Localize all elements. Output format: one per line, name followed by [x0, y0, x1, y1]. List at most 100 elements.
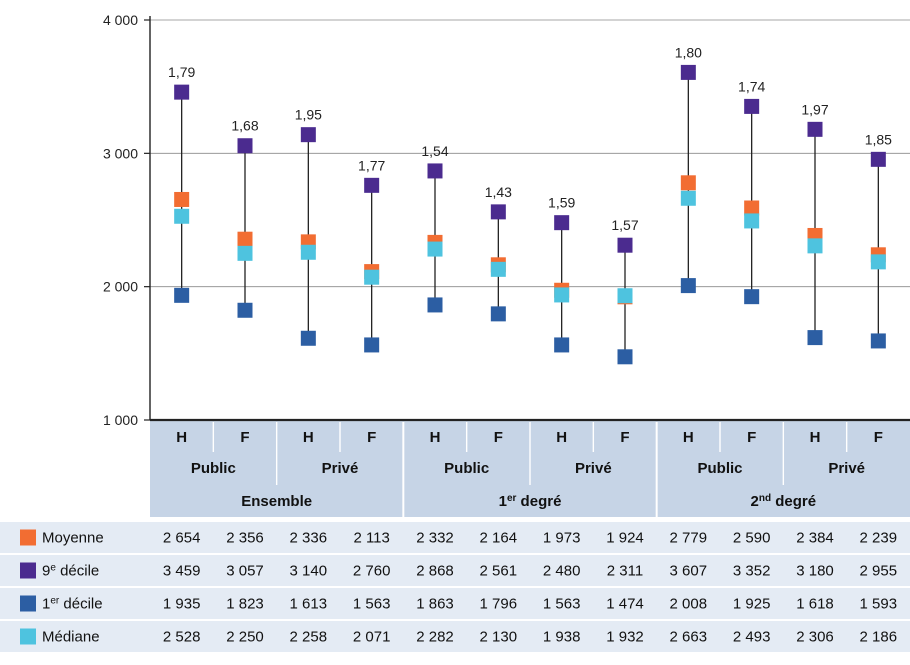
- point-moyenne: [680, 175, 696, 191]
- table-cell: 2 779: [670, 530, 708, 547]
- table-cell: 1 938: [543, 629, 581, 646]
- table-cell: 2 008: [670, 596, 708, 613]
- point-1er-decile: [617, 349, 633, 365]
- ratio-label: 1,80: [675, 44, 702, 60]
- table-cell: 1 796: [480, 596, 518, 613]
- table-row: [0, 522, 910, 553]
- table-cell: 1 474: [606, 596, 644, 613]
- table-cell: 2 868: [416, 563, 454, 580]
- table-cell: 2 306: [796, 629, 834, 646]
- table-row-label: 1er décile: [42, 596, 103, 613]
- y-tick-label: 1 000: [103, 412, 138, 428]
- table-cell: 2 480: [543, 563, 581, 580]
- table-cell: 1 563: [353, 596, 391, 613]
- table-cell: 2 186: [860, 629, 898, 646]
- point-mediane: [490, 261, 506, 277]
- table-cell: 1 563: [543, 596, 581, 613]
- point-1er-decile: [427, 297, 443, 313]
- point-mediane: [300, 244, 316, 260]
- table-cell: 2 239: [860, 530, 898, 547]
- legend-swatch: [20, 628, 36, 645]
- y-tick-label: 3 000: [103, 145, 138, 161]
- column-header-sex: H: [176, 429, 187, 446]
- ratio-label: 1,85: [865, 131, 892, 147]
- column-header-sex: H: [556, 429, 567, 446]
- column-header-sex: F: [240, 429, 249, 446]
- table-cell: 1 618: [796, 596, 834, 613]
- point-1er-decile: [174, 287, 190, 303]
- table-cell: 1 613: [290, 596, 328, 613]
- table-cell: 2 590: [733, 530, 771, 547]
- column-header-sex: H: [430, 429, 441, 446]
- table-cell: 2 356: [226, 530, 264, 547]
- column-header-sex: F: [874, 429, 883, 446]
- legend-swatch: [20, 529, 36, 546]
- point-9e-decile: [554, 215, 570, 231]
- point-9e-decile: [680, 64, 696, 80]
- point-mediane: [554, 287, 570, 303]
- ratio-label: 1,59: [548, 195, 575, 211]
- column-header-group: 2nd degré: [751, 493, 817, 510]
- table-cell: 2 130: [480, 629, 518, 646]
- point-1er-decile: [744, 289, 760, 305]
- point-9e-decile: [744, 98, 760, 114]
- point-9e-decile: [364, 177, 380, 193]
- ratio-label: 1,79: [168, 64, 195, 80]
- point-9e-decile: [490, 204, 506, 220]
- column-header-group: Ensemble: [241, 493, 312, 510]
- point-mediane: [364, 269, 380, 285]
- table-cell: 1 863: [416, 596, 454, 613]
- table-cell: 2 561: [480, 563, 518, 580]
- point-mediane: [237, 245, 253, 261]
- column-header-sector: Privé: [575, 460, 612, 477]
- table-cell: 2 654: [163, 530, 201, 547]
- point-9e-decile: [427, 163, 443, 179]
- table-cell: 3 180: [796, 563, 834, 580]
- point-1er-decile: [364, 337, 380, 353]
- table-row-label: 9e décile: [42, 563, 99, 580]
- ratio-label: 1,43: [485, 184, 512, 200]
- table-cell: 2 071: [353, 629, 391, 646]
- table-cell: 1 823: [226, 596, 264, 613]
- point-9e-decile: [300, 127, 316, 143]
- y-tick-label: 2 000: [103, 279, 138, 295]
- point-mediane: [174, 208, 190, 224]
- point-mediane: [870, 254, 886, 270]
- column-header-group: 1er degré: [499, 493, 562, 510]
- column-header-sector: Privé: [322, 460, 359, 477]
- table-row-label: Médiane: [42, 629, 100, 646]
- table-cell: 3 607: [670, 563, 708, 580]
- point-9e-decile: [617, 237, 633, 253]
- point-1er-decile: [870, 333, 886, 349]
- table-cell: 1 924: [606, 530, 644, 547]
- point-9e-decile: [237, 138, 253, 154]
- table-cell: 1 925: [733, 596, 771, 613]
- column-header-sex: H: [810, 429, 821, 446]
- column-header-sex: F: [747, 429, 756, 446]
- column-header-sector: Privé: [828, 460, 865, 477]
- table-row: [0, 621, 910, 652]
- point-1er-decile: [554, 337, 570, 353]
- ratio-label: 1,57: [611, 217, 638, 233]
- point-1er-decile: [807, 330, 823, 346]
- column-header-sector: Public: [444, 460, 489, 477]
- point-mediane: [744, 213, 760, 229]
- point-9e-decile: [807, 121, 823, 137]
- column-header-sex: F: [494, 429, 503, 446]
- table-cell: 2 493: [733, 629, 771, 646]
- table-cell: 1 935: [163, 596, 201, 613]
- point-1er-decile: [490, 306, 506, 322]
- column-header-sector: Public: [697, 460, 742, 477]
- point-1er-decile: [237, 302, 253, 318]
- table-cell: 2 258: [290, 629, 328, 646]
- table-cell: 3 057: [226, 563, 264, 580]
- point-1er-decile: [680, 278, 696, 294]
- table-cell: 1 932: [606, 629, 644, 646]
- point-mediane: [617, 288, 633, 304]
- ratio-label: 1,77: [358, 157, 385, 173]
- ratio-label: 1,74: [738, 78, 765, 94]
- table-cell: 2 663: [670, 629, 708, 646]
- column-header-sex: H: [683, 429, 694, 446]
- ratio-label: 1,97: [801, 101, 828, 117]
